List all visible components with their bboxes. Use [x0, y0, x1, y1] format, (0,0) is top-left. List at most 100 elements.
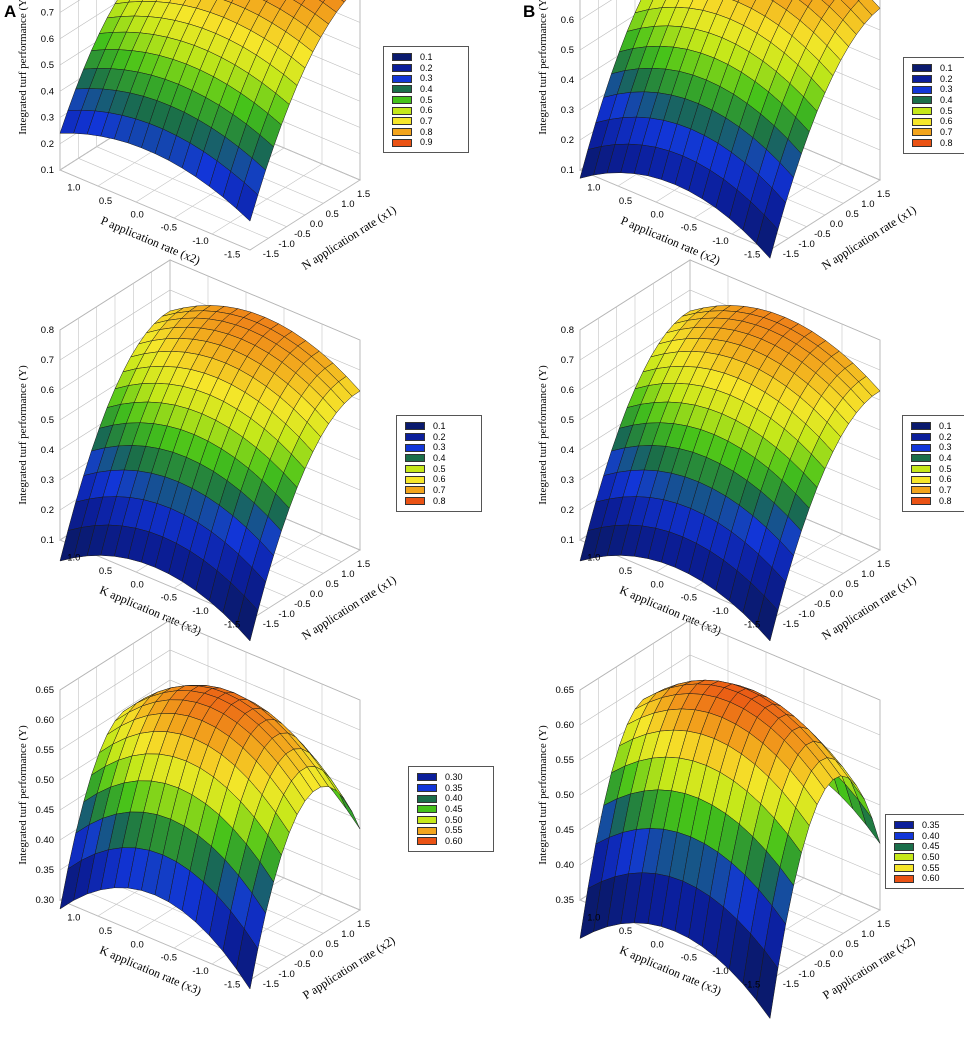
legend-label: 0.6 [433, 474, 446, 485]
legend-label: 0.2 [420, 62, 433, 73]
y-tick-label: -1.5 [783, 979, 799, 990]
legend-label: 0.6 [940, 116, 953, 127]
z-tick-label: 0.1 [41, 165, 54, 176]
legend-3: 0.1 0.2 0.3 0.4 0.5 0.6 0.7 0.8 [396, 415, 482, 512]
legend-entry: 0.6 [405, 474, 473, 485]
legend-swatch [894, 832, 914, 841]
legend-entry: 0.8 [405, 496, 473, 507]
surface-cell [756, 595, 779, 642]
y-tick-label: 1.0 [341, 929, 354, 940]
z-tick-label: 0.30 [36, 895, 55, 906]
y-tick-label: 1.0 [341, 569, 354, 580]
surface-cell [798, 0, 813, 8]
legend-entry: 0.45 [417, 804, 485, 815]
surface-svg: 0.1 0.2 0.3 0.4 0.5 0.6 0.7 0.8 Integrated turf … [537, 259, 919, 643]
z-axis: 0.1 0.2 0.3 0.4 0.5 0.6 0.7 0.8 Integrated turf … [17, 325, 54, 546]
surface-cell [236, 928, 259, 990]
legend-entry: 0.3 [405, 442, 473, 453]
legend-2: 0.1 0.2 0.3 0.4 0.5 0.6 0.7 0.8 [903, 57, 964, 154]
y-tick-label: -0.5 [814, 599, 830, 610]
legend-entry: 0.6 [392, 105, 460, 116]
x-tick-label: 1.0 [67, 913, 80, 924]
legend-swatch [911, 422, 931, 431]
x-tick-label: -1.5 [744, 249, 760, 260]
x-tick-label: 0.5 [619, 566, 632, 577]
x-tick-label: -1.0 [192, 236, 208, 247]
legend-swatch [405, 497, 425, 506]
y-tick-label: -1.0 [798, 239, 814, 250]
legend-entry: 0.35 [417, 783, 485, 794]
y-tick-label: -1.0 [798, 609, 814, 620]
y-tick-label: 0.5 [326, 939, 339, 950]
y-axis: -1.5-1.0-0.50.00.51.01.5 N application ra… [783, 559, 919, 643]
surface-plot-1: 0.10.20.30.40.50.60.70.80.9Integrated tu… [0, 0, 399, 330]
surface-cell [318, 0, 326, 3]
y-tick-label: -1.0 [798, 969, 814, 980]
legend-swatch [894, 853, 914, 862]
legend-label: 0.3 [939, 442, 952, 453]
legend-entry: 0.7 [912, 127, 964, 138]
legend-entry: 0.2 [392, 63, 460, 74]
legend-swatch [912, 139, 932, 148]
y-axis: -1.5-1.0-0.50.00.51.01.5 P application ra… [263, 919, 398, 1002]
y-tick-label: 1.0 [861, 199, 874, 210]
legend-entry: 0.55 [894, 863, 962, 874]
z-axis-label: Integrated turf performance (Y) [17, 365, 29, 505]
legend-label: 0.8 [420, 126, 433, 137]
surface-plot-4: 0.1 0.2 0.3 0.4 0.5 0.6 0.7 0.8 Integrated turf … [520, 259, 919, 700]
legend-label: 0.50 [922, 851, 940, 862]
legend-entry: 0.3 [911, 442, 964, 453]
legend-label: 0.3 [940, 84, 953, 95]
z-tick-label: 0.5 [561, 415, 574, 426]
legend-entry: 0.6 [912, 116, 964, 127]
y-axis-label: N application rate (x1) [819, 202, 918, 272]
z-tick-label: 0.2 [41, 139, 54, 150]
z-tick-label: 0.40 [556, 860, 575, 871]
legend-label: 0.3 [420, 73, 433, 84]
y-tick-label: -0.5 [294, 599, 310, 610]
legend-label: 0.60 [445, 835, 463, 846]
legend-swatch [405, 465, 425, 474]
surface-plot-5: 0.30 0.35 0.40 0.45 0.50 0.55 0.60 0.65 Integrat… [0, 619, 398, 1060]
surface-svg: 0.30 0.35 0.40 0.45 0.50 0.55 0.60 0.65 Integrat… [17, 619, 398, 1002]
x-axis-label: K application rate (x3) [98, 583, 204, 638]
x-tick-label: 1.0 [587, 913, 600, 924]
x-tick-label: 0.0 [131, 579, 144, 590]
z-tick-label: 0.45 [36, 805, 55, 816]
z-axis-label: Integrated turf performance (Y) [537, 365, 549, 505]
z-tick-label: 0.7 [561, 355, 574, 366]
response-surface [579, 0, 881, 259]
y-tick-label: -1.5 [263, 249, 279, 260]
legend-label: 0.40 [922, 830, 940, 841]
z-tick-label: 0.1 [561, 535, 574, 546]
legend-entry: 0.7 [911, 485, 964, 496]
legend-entry: 0.7 [392, 116, 460, 127]
z-tick-label: 0.55 [556, 755, 575, 766]
x-tick-label: 0.5 [619, 196, 632, 207]
x-tick-label: -0.5 [161, 953, 177, 964]
legend-label: 0.7 [433, 484, 446, 495]
legend-swatch [894, 821, 914, 830]
y-tick-label: -1.0 [278, 969, 294, 980]
legend-entry: 0.6 [911, 474, 964, 485]
legend-swatch [912, 96, 932, 105]
z-tick-label: 0.60 [556, 720, 575, 731]
x-tick-label: -1.0 [712, 966, 728, 977]
z-tick-label: 0.50 [556, 790, 575, 801]
z-tick-label: 0.7 [41, 355, 54, 366]
legend-entry: 0.5 [392, 95, 460, 106]
legend-swatch [392, 85, 412, 94]
legend-label: 0.4 [433, 452, 446, 463]
legend-label: 0.45 [922, 841, 940, 852]
response-surface [579, 679, 881, 1020]
z-tick-label: 0.4 [41, 86, 54, 97]
legend-label: 0.8 [940, 137, 953, 148]
legend-entry: 0.5 [405, 464, 473, 475]
legend-swatch [911, 443, 931, 452]
y-tick-label: 1.5 [357, 189, 370, 200]
z-tick-label: 0.7 [41, 8, 54, 19]
y-tick-label: 1.5 [877, 189, 890, 200]
legend-entry: 0.1 [912, 63, 964, 74]
legend-entry: 0.5 [911, 464, 964, 475]
y-tick-label: -1.0 [278, 609, 294, 620]
